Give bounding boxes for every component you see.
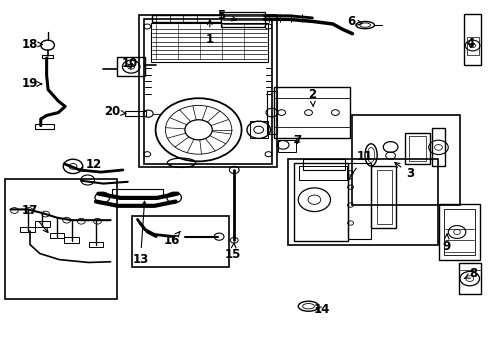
Text: 13: 13 [132,201,148,266]
Text: 5: 5 [218,9,236,22]
Text: 6: 6 [347,15,362,28]
Text: 18: 18 [22,38,43,51]
Text: 17: 17 [22,204,48,233]
Text: 10: 10 [122,57,138,70]
Text: 7: 7 [294,134,302,147]
Text: 19: 19 [22,77,42,90]
Text: 15: 15 [225,243,242,261]
Text: 11: 11 [347,150,373,180]
Text: 14: 14 [314,303,330,316]
Text: 9: 9 [442,234,450,253]
Text: 2: 2 [308,88,317,107]
Text: 4: 4 [466,36,475,50]
Text: 12: 12 [79,158,101,171]
Text: 1: 1 [206,20,214,46]
Text: 3: 3 [395,163,414,180]
Text: 8: 8 [464,267,478,280]
Text: 20: 20 [104,105,126,118]
Text: 16: 16 [164,231,180,247]
